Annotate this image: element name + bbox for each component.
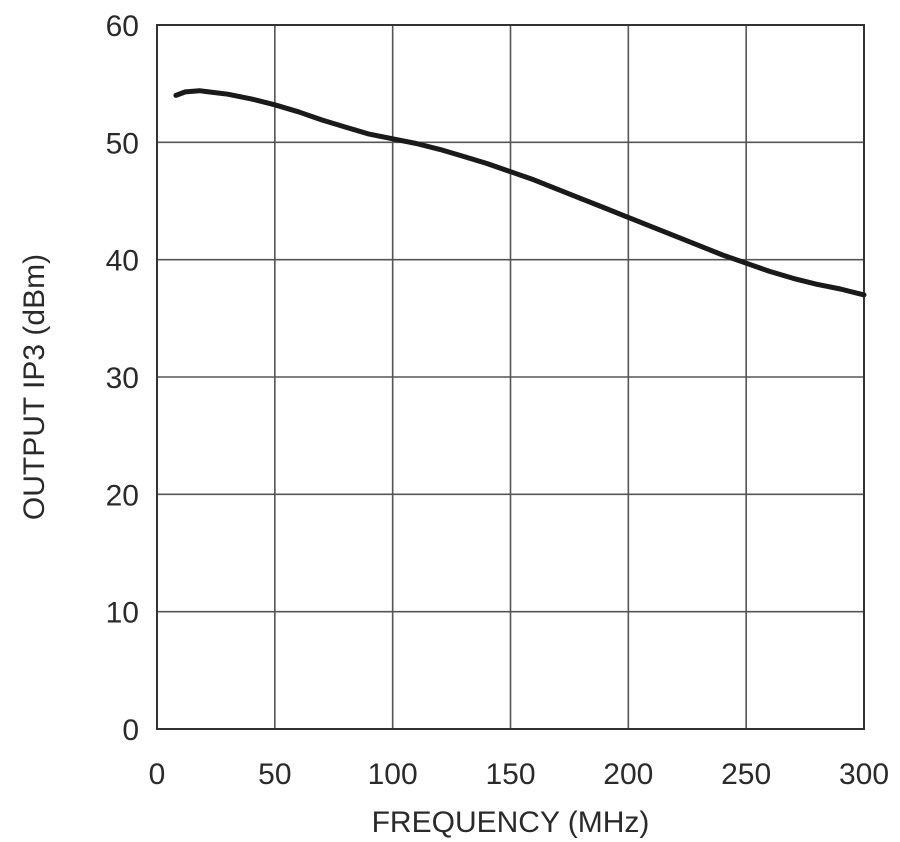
y-tick-label: 50 — [106, 127, 139, 160]
x-axis-tick-labels: 0 50 100 150 200 250 300 — [149, 758, 889, 791]
series-layer — [173, 88, 867, 298]
y-axis-tick-labels: 0 10 20 30 40 50 60 — [106, 10, 139, 747]
plot-area-frame — [156, 24, 865, 730]
x-tick-label: 0 — [149, 758, 166, 791]
y-tick-label: 60 — [106, 10, 139, 43]
series-line-output-ip3 — [173, 88, 867, 298]
x-axis-title: FREQUENCY (MHz) — [372, 806, 650, 839]
x-tick-label: 200 — [603, 758, 653, 791]
y-axis-title: OUTPUT IP3 (dBm) — [18, 254, 51, 520]
y-tick-label: 0 — [122, 714, 139, 747]
y-tick-label: 30 — [106, 362, 139, 395]
x-tick-label: 150 — [485, 758, 535, 791]
x-tick-label: 100 — [368, 758, 418, 791]
x-tick-label: 300 — [839, 758, 889, 791]
x-tick-label: 250 — [721, 758, 771, 791]
y-tick-label: 40 — [106, 245, 139, 278]
y-tick-label: 20 — [106, 479, 139, 512]
x-tick-label: 50 — [258, 758, 291, 791]
grid — [157, 25, 864, 729]
y-tick-label: 10 — [106, 597, 139, 630]
